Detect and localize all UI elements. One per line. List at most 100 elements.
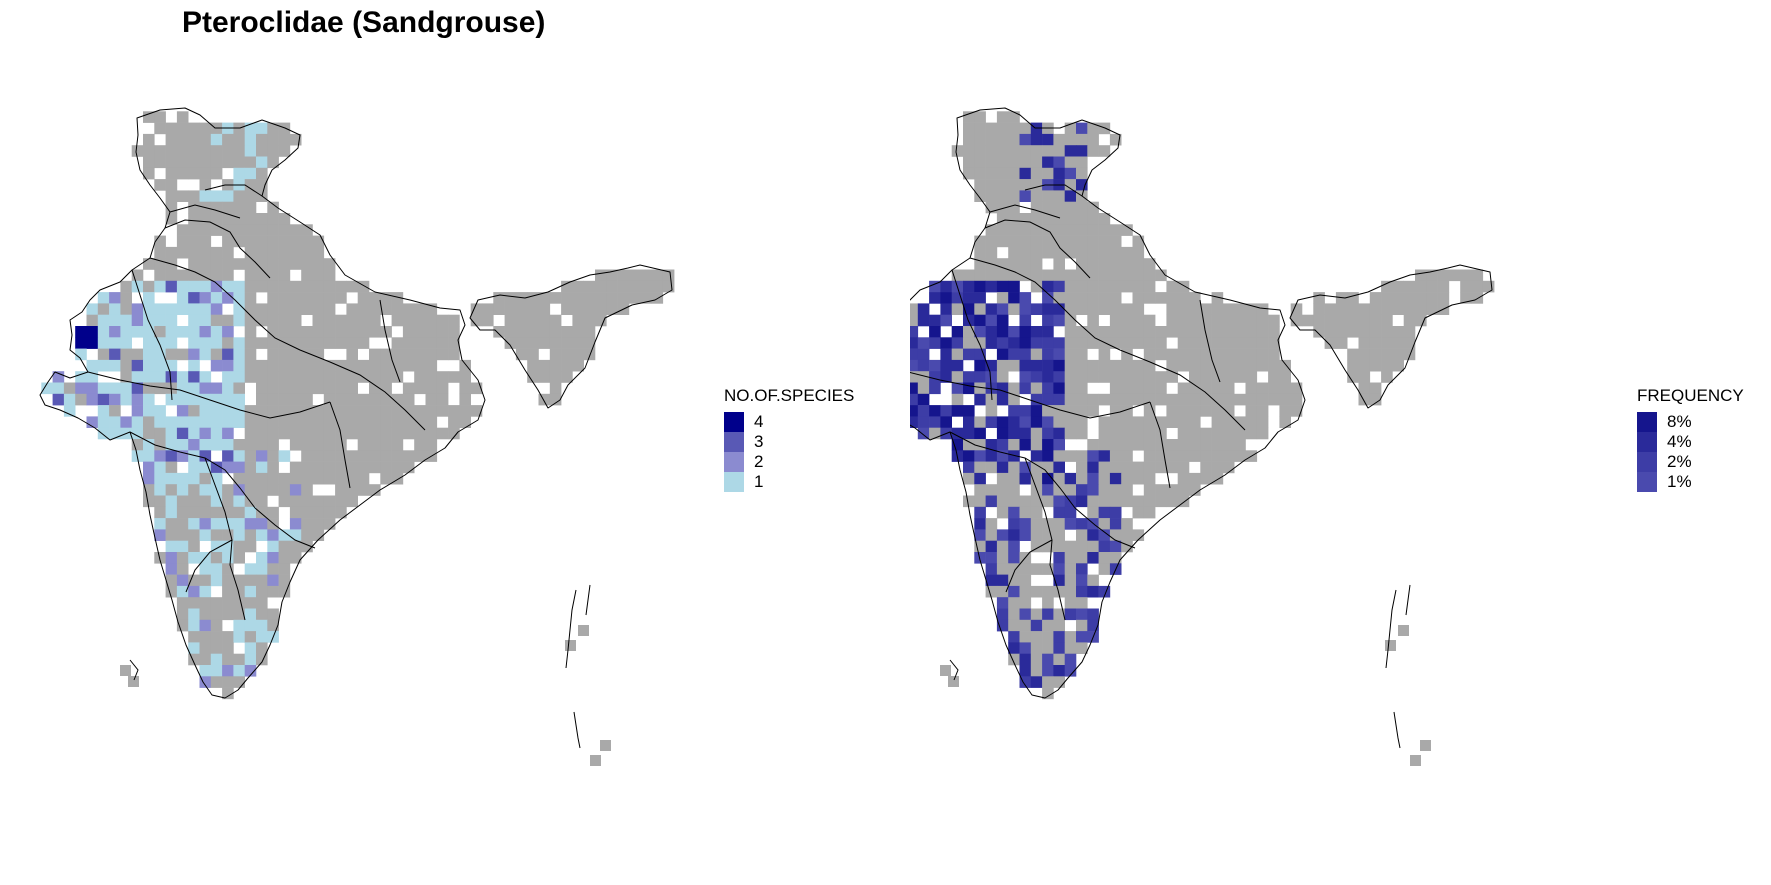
grid-cell [1030, 563, 1043, 575]
grid-cell [1064, 190, 1077, 202]
grid-cell [244, 269, 257, 282]
grid-cell [222, 529, 234, 541]
grid-cell [1155, 348, 1167, 361]
grid-cell [470, 405, 483, 417]
grid-cell [1347, 303, 1359, 315]
grid-cell [1019, 427, 1032, 440]
legend-title: NO.OF.SPECIES [724, 386, 855, 405]
grid-cell [1426, 292, 1438, 304]
grid-cell [651, 269, 664, 282]
grid-cell [188, 326, 200, 338]
grid-cell [357, 439, 370, 451]
grid-cell [917, 337, 930, 349]
grid-cell [244, 145, 257, 157]
grid-cell [1087, 450, 1099, 462]
grid-cell [1030, 348, 1043, 361]
grid-cell [1053, 359, 1065, 372]
grid-cell [1076, 246, 1088, 259]
grid-cell [1042, 484, 1054, 496]
grid-cell [1042, 235, 1054, 248]
grid-cell [244, 585, 257, 598]
grid-cell [1008, 563, 1020, 575]
grid-cell [414, 359, 426, 372]
grid-cell [1064, 179, 1077, 191]
grid-cell [1177, 405, 1190, 417]
grid-cell [256, 631, 268, 643]
grid-cell [75, 382, 87, 395]
grid-cell [1211, 393, 1224, 406]
grid-cell [289, 133, 302, 146]
grid-cell [996, 619, 1009, 632]
grid-cell [278, 269, 291, 282]
grid-cell [1076, 642, 1088, 654]
legend-label: 1 [754, 472, 764, 491]
grid-cell [289, 314, 302, 327]
grid-cell [1155, 371, 1167, 383]
grid-cell [640, 269, 652, 282]
grid-cell [1053, 518, 1065, 530]
grid-cell [244, 201, 257, 214]
grid-cell [414, 303, 426, 315]
grid-cell [143, 484, 155, 496]
grid-cell [1121, 484, 1133, 496]
grid-cell [1053, 213, 1065, 225]
grid-cell [1290, 393, 1303, 406]
grid-cell [1076, 405, 1088, 417]
grid-cell [1121, 461, 1133, 474]
legend-label: 4 [754, 412, 764, 431]
grid-cell [154, 122, 166, 135]
grid-cell [1064, 472, 1077, 485]
grid-cell [1076, 393, 1088, 406]
grid-cell [1008, 405, 1020, 417]
grid-cell [1222, 450, 1235, 462]
grid-cell [222, 246, 234, 259]
grid-cell [176, 552, 189, 564]
grid-cell [1358, 326, 1371, 338]
grid-cell [1042, 314, 1054, 327]
grid-cell [1076, 597, 1088, 609]
grid-cell [369, 439, 381, 451]
grid-cell [1030, 382, 1043, 395]
grid-cell [188, 292, 200, 304]
grid-cell [233, 529, 245, 541]
grid-cell [940, 416, 952, 428]
grid-cell [1109, 450, 1122, 462]
grid-cell [256, 224, 268, 236]
grid-cell [357, 450, 370, 462]
grid-cell [1109, 382, 1122, 395]
grid-cell [628, 292, 641, 304]
grid-cell [963, 495, 975, 508]
grid-cell [267, 619, 279, 632]
grid-cell [1064, 382, 1077, 395]
grid-cell [402, 337, 415, 349]
grid-cell [176, 303, 189, 315]
grid-cell [391, 439, 404, 451]
grid-cell [951, 405, 964, 417]
grid-cell [1268, 337, 1280, 349]
grid-cell [210, 472, 223, 485]
grid-cell [1008, 359, 1020, 372]
grid-cell [1087, 439, 1099, 451]
grid-cell [1121, 450, 1133, 462]
grid-cell [278, 258, 291, 270]
grid-cell [963, 326, 975, 338]
grid-cell [233, 506, 245, 519]
grid-cell [278, 246, 291, 259]
grid-cell [233, 585, 245, 598]
grid-cell [1335, 314, 1348, 327]
grid-cell [1008, 518, 1020, 530]
grid-cell [154, 439, 166, 451]
grid-cell [244, 190, 257, 202]
grid-cell [1132, 393, 1145, 406]
grid-cell [131, 371, 144, 383]
grid-cell [312, 292, 325, 304]
grid-cell [1121, 314, 1133, 327]
grid-cell [188, 427, 200, 440]
grid-cell [210, 382, 223, 395]
grid-cell [1030, 495, 1043, 508]
grid-cell [1222, 371, 1235, 383]
legend-swatch [1637, 432, 1657, 452]
grid-cell [199, 145, 212, 157]
grid-cell [199, 585, 212, 598]
grid-cell [199, 461, 212, 474]
